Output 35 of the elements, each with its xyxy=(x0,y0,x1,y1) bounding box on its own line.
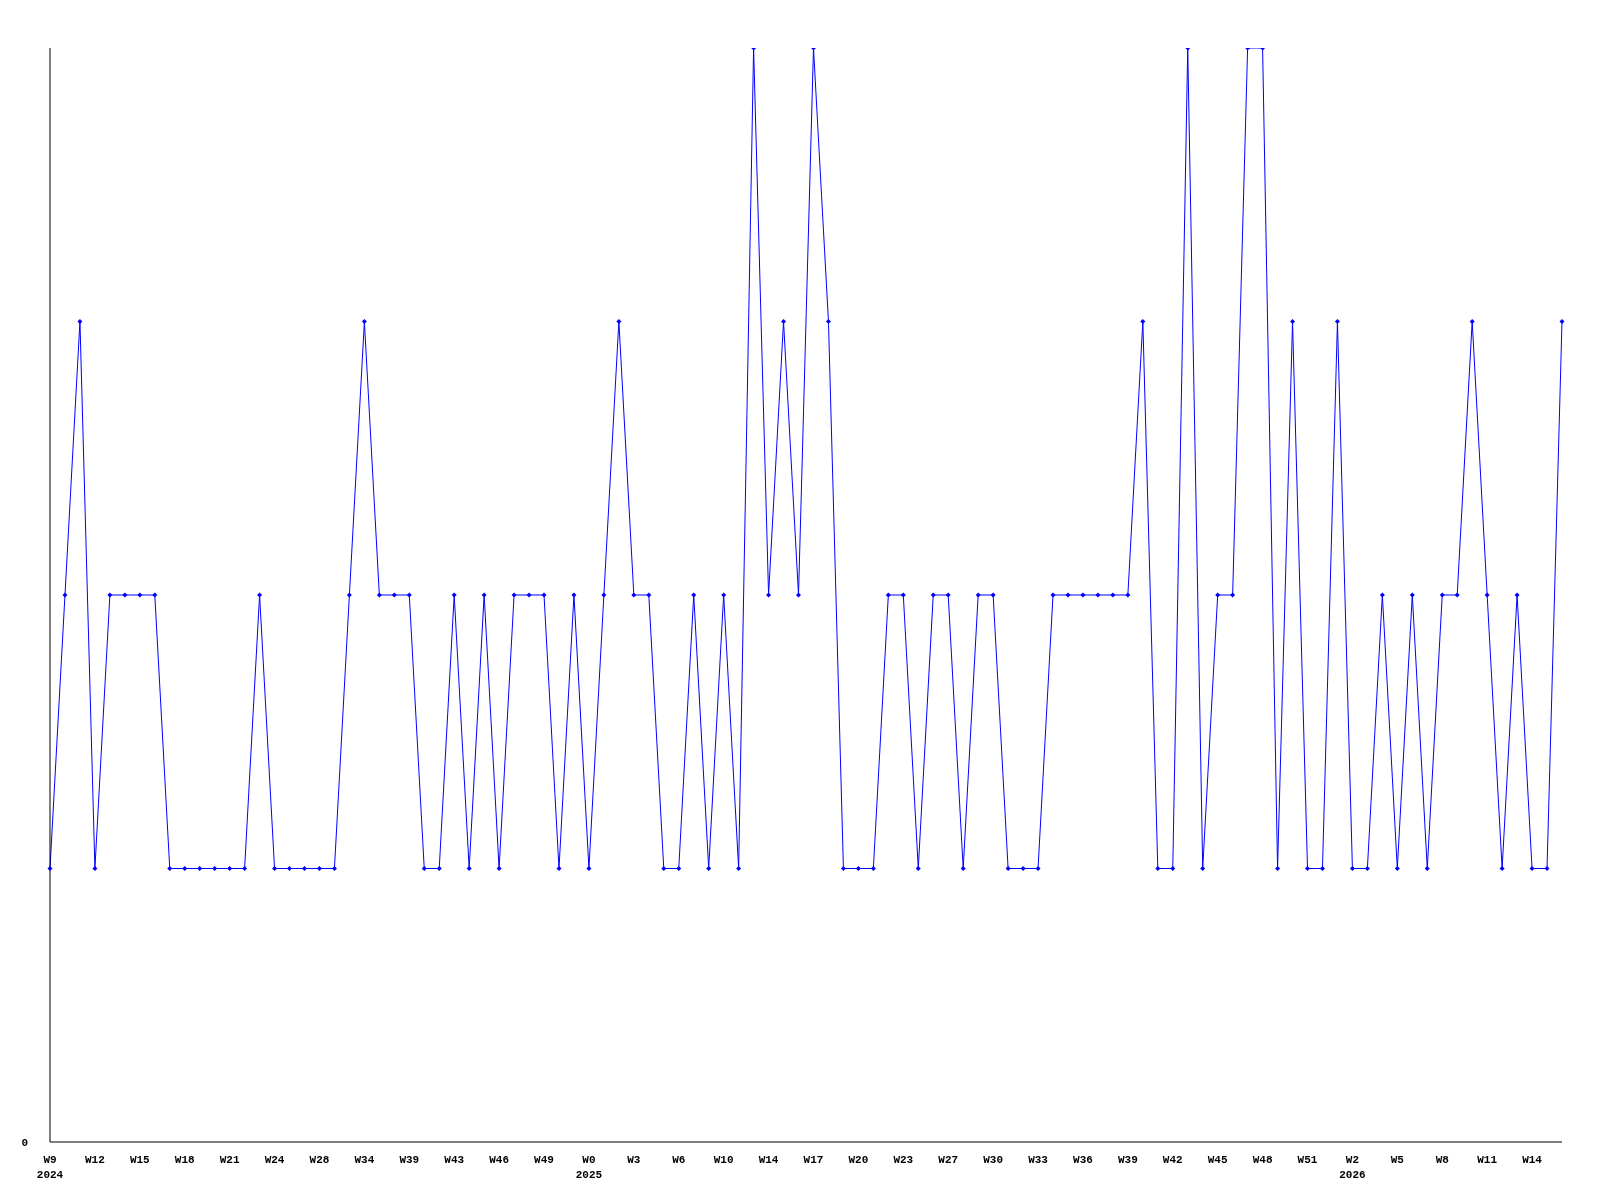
x-tick-label: W12 xyxy=(85,1154,105,1166)
x-tick-label: W24 xyxy=(264,1154,285,1166)
x-tick-label: W33 xyxy=(1028,1154,1049,1166)
x-tick-label: W3 xyxy=(627,1154,641,1166)
x-tick-label: W20 xyxy=(848,1154,869,1166)
x-tick-label: W14 xyxy=(758,1154,779,1166)
x-tick-label: W18 xyxy=(174,1154,196,1166)
x-tick-label: W17 xyxy=(803,1154,824,1166)
x-tick-label: W27 xyxy=(938,1154,959,1166)
x-tick-label: W36 xyxy=(1073,1154,1093,1166)
text: 0 xyxy=(21,1136,28,1149)
x-tick-label: W42 xyxy=(1162,1154,1183,1166)
x-tick-label: W34 xyxy=(354,1154,375,1166)
x-tick-label: W39 xyxy=(1117,1154,1138,1166)
x-tick-label: W39 xyxy=(399,1154,420,1166)
x-tick-label: W10 xyxy=(713,1154,734,1166)
x-tick-label: W46 xyxy=(489,1154,510,1166)
x-tick-label: W51 xyxy=(1297,1154,1318,1166)
x-tick-label: W15 xyxy=(129,1154,151,1166)
x-tick-label: W49 xyxy=(534,1154,554,1166)
x-tick-label: W2 2026 xyxy=(1339,1154,1366,1181)
x-tick-label: W30 xyxy=(983,1154,1004,1166)
x-tick-label: W0 2025 xyxy=(575,1154,603,1181)
x-tick-label: W9 2024 xyxy=(36,1154,64,1181)
x-tick-label: W28 xyxy=(309,1154,330,1166)
x-tick-label: W5 xyxy=(1390,1154,1405,1166)
x-tick-label: W6 xyxy=(672,1154,686,1166)
x-tick-label: W14 xyxy=(1522,1154,1543,1166)
x-tick-label: W43 xyxy=(444,1154,465,1166)
x-tick-label: W8 xyxy=(1435,1154,1450,1166)
x-tick-label: W45 xyxy=(1207,1154,1228,1166)
x-tick-label: W48 xyxy=(1252,1154,1273,1166)
x-tick-label: W23 xyxy=(893,1154,914,1166)
x-tick-label: W11 xyxy=(1477,1154,1498,1166)
x-tick-label: W21 xyxy=(219,1154,240,1166)
